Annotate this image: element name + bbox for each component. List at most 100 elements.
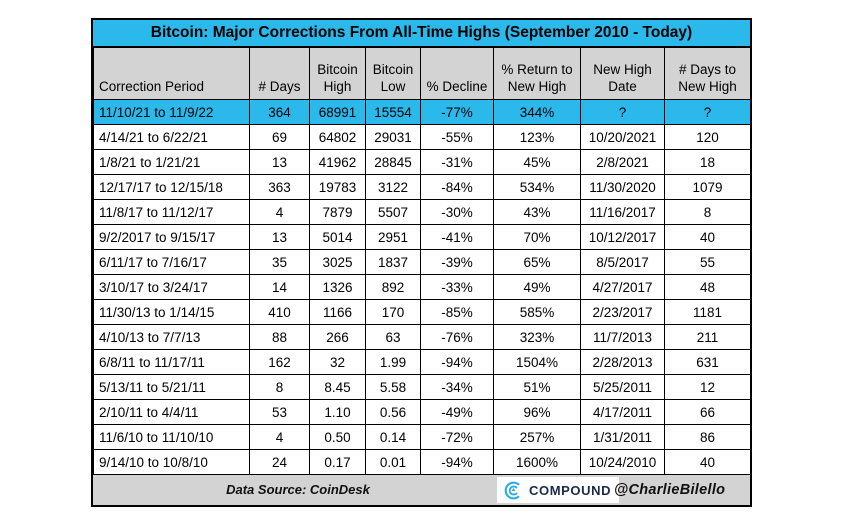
days-to-new-high-cell: 211: [664, 324, 751, 350]
table-row: 11/6/10 to 11/10/10 4 0.50 0.14 -72% 257% 1/31…: [93, 424, 751, 450]
table-row: 11/8/17 to 11/12/17 4 7879 5507 -30% 43% 11/16…: [93, 199, 751, 225]
table-row: 9/2/2017 to 9/15/17 13 5014 2951 -41% 70% 10/1…: [93, 224, 751, 250]
new-high-date-cell: 5/25/2011: [580, 374, 665, 400]
table-body: 11/10/21 to 11/9/22 364 68991 15554 -77% 344%…: [93, 99, 751, 475]
bitcoin-low-cell: 1.99: [365, 349, 421, 375]
new-high-date-cell: 2/28/2013: [580, 349, 665, 375]
bitcoin-high-cell: 64802: [309, 124, 366, 150]
new-high-date-cell: 2/23/2017: [580, 299, 665, 325]
bitcoin-low-cell: 15554: [365, 99, 421, 125]
bitcoin-high-cell: 1.10: [309, 399, 366, 425]
new-high-date-cell: 1/31/2011: [580, 424, 665, 450]
col-header-return-to-new-high: % Return to New High: [493, 47, 581, 100]
bitcoin-low-cell: 2951: [365, 224, 421, 250]
days-to-new-high-cell: 120: [664, 124, 751, 150]
table-row: 11/10/21 to 11/9/22 364 68991 15554 -77% 344%…: [93, 99, 751, 125]
bitcoin-high-cell: 5014: [309, 224, 366, 250]
bitcoin-high-cell: 1326: [309, 274, 366, 300]
bitcoin-high-cell: 0.17: [309, 449, 366, 475]
bitcoin-low-cell: 29031: [365, 124, 421, 150]
table-row: 2/10/11 to 4/4/11 53 1.10 0.56 -49% 96% 4/17/2…: [93, 399, 751, 425]
correction-period-cell: 11/6/10 to 11/10/10: [93, 424, 250, 450]
return-to-new-high-cell: 585%: [493, 299, 581, 325]
correction-period-cell: 11/8/17 to 11/12/17: [93, 199, 250, 225]
header-row: Correction Period # Days Bitcoin High Bi…: [93, 47, 751, 100]
compound-c-icon: [503, 480, 524, 501]
new-high-date-cell: 2/8/2021: [580, 149, 665, 175]
return-to-new-high-cell: 43%: [493, 199, 581, 225]
days-cell: 162: [249, 349, 310, 375]
col-header-new-high-date: New High Date: [580, 47, 665, 100]
correction-period-cell: 4/14/21 to 6/22/21: [93, 124, 250, 150]
bitcoin-corrections-table: Bitcoin: Major Corrections From All-Time…: [91, 18, 752, 507]
decline-cell: -94%: [420, 349, 494, 375]
table-row: 11/30/13 to 1/14/15 410 1166 170 -85% 585% 2/2…: [93, 299, 751, 325]
bitcoin-low-cell: 63: [365, 324, 421, 350]
decline-cell: -76%: [420, 324, 494, 350]
return-to-new-high-cell: 65%: [493, 249, 581, 275]
days-to-new-high-cell: 8: [664, 199, 751, 225]
bitcoin-high-cell: 41962: [309, 149, 366, 175]
return-to-new-high-cell: 123%: [493, 124, 581, 150]
table-row: 6/8/11 to 11/17/11 162 32 1.99 -94% 1504% 2/28…: [93, 349, 751, 375]
decline-cell: -72%: [420, 424, 494, 450]
table-row: 4/14/21 to 6/22/21 69 64802 29031 -55% 123% 10…: [93, 124, 751, 150]
decline-cell: -41%: [420, 224, 494, 250]
bitcoin-low-cell: 0.01: [365, 449, 421, 475]
bitcoin-low-cell: 3122: [365, 174, 421, 200]
decline-cell: -55%: [420, 124, 494, 150]
col-header-bitcoin-low: Bitcoin Low: [365, 47, 421, 100]
col-header-percent-decline: % Decline: [420, 47, 494, 100]
days-cell: 69: [249, 124, 310, 150]
table-title: Bitcoin: Major Corrections From All-Time…: [93, 20, 750, 47]
days-to-new-high-cell: 86: [664, 424, 751, 450]
days-cell: 4: [249, 199, 310, 225]
bitcoin-high-cell: 1166: [309, 299, 366, 325]
bitcoin-high-cell: 0.50: [309, 424, 366, 450]
bitcoin-low-cell: 170: [365, 299, 421, 325]
new-high-date-cell: 11/16/2017: [580, 199, 665, 225]
new-high-date-cell: 4/27/2017: [580, 274, 665, 300]
correction-period-cell: 9/2/2017 to 9/15/17: [93, 224, 250, 250]
days-to-new-high-cell: 66: [664, 399, 751, 425]
bitcoin-high-cell: 19783: [309, 174, 366, 200]
table-row: 4/10/13 to 7/7/13 88 266 63 -76% 323% 11/7/201…: [93, 324, 751, 350]
decline-cell: -34%: [420, 374, 494, 400]
return-to-new-high-cell: 96%: [493, 399, 581, 425]
table-row: 1/8/21 to 1/21/21 13 41962 28845 -31% 45% 2/8/…: [93, 149, 751, 175]
bitcoin-high-cell: 266: [309, 324, 366, 350]
bitcoin-low-cell: 892: [365, 274, 421, 300]
decline-cell: -94%: [420, 449, 494, 475]
col-header-days-to-new-high: # Days to New High: [664, 47, 751, 100]
days-to-new-high-cell: 55: [664, 249, 751, 275]
bitcoin-low-cell: 28845: [365, 149, 421, 175]
bitcoin-high-cell: 32: [309, 349, 366, 375]
decline-cell: -30%: [420, 199, 494, 225]
new-high-date-cell: 10/20/2021: [580, 124, 665, 150]
decline-cell: -49%: [420, 399, 494, 425]
new-high-date-cell: 11/7/2013: [580, 324, 665, 350]
return-to-new-high-cell: 534%: [493, 174, 581, 200]
twitter-handle: @CharlieBilello: [614, 482, 726, 498]
return-to-new-high-cell: 45%: [493, 149, 581, 175]
new-high-date-cell: 11/30/2020: [580, 174, 665, 200]
days-cell: 363: [249, 174, 310, 200]
days-cell: 13: [249, 224, 310, 250]
return-to-new-high-cell: 51%: [493, 374, 581, 400]
correction-period-cell: 5/13/11 to 5/21/11: [93, 374, 250, 400]
days-cell: 14: [249, 274, 310, 300]
col-header-bitcoin-high: Bitcoin High: [309, 47, 366, 100]
new-high-date-cell: 10/24/2010: [580, 449, 665, 475]
days-cell: 13: [249, 149, 310, 175]
new-high-date-cell: 4/17/2011: [580, 399, 665, 425]
days-to-new-high-cell: ?: [664, 99, 751, 125]
col-header-num-days: # Days: [249, 47, 310, 100]
bitcoin-high-cell: 68991: [309, 99, 366, 125]
days-to-new-high-cell: 40: [664, 224, 751, 250]
decline-cell: -84%: [420, 174, 494, 200]
days-cell: 4: [249, 424, 310, 450]
table-row: 5/13/11 to 5/21/11 8 8.45 5.58 -34% 51% 5/25/2…: [93, 374, 751, 400]
days-to-new-high-cell: 1181: [664, 299, 751, 325]
bitcoin-low-cell: 5507: [365, 199, 421, 225]
data-source-label: Data Source: CoinDesk: [226, 482, 370, 497]
